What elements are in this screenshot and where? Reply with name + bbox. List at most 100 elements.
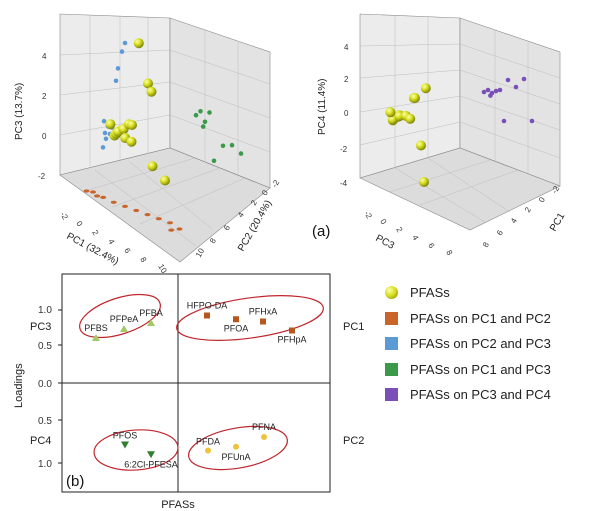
wall-point-pc1-pc3 <box>207 110 212 115</box>
wall-point-pc3-pc4 <box>488 93 493 98</box>
wall-point-pc2-pc3 <box>113 78 119 84</box>
loading-point-label: PFOA <box>224 323 249 333</box>
floor-point-pc1-pc2 <box>176 227 183 231</box>
loading-point-label: 6:2Cl-PFESA <box>124 459 178 469</box>
pfas-sphere <box>420 83 431 94</box>
z-tick-left: 4 <box>42 52 47 61</box>
loadings-axis-label: Loadings <box>13 363 25 408</box>
loading-point-label: PFHpA <box>277 335 306 345</box>
legend-label: PFASs on PC3 and PC4 <box>410 387 551 403</box>
right3d-marks <box>385 76 535 187</box>
side-grid-left <box>169 30 271 175</box>
legend-swatch <box>385 311 398 325</box>
pfas-sphere <box>133 38 144 49</box>
z-axis-label-right: PC4 (11.4%) <box>317 78 328 135</box>
row-label-pc3: PC3 <box>30 321 51 333</box>
loading-point <box>289 327 295 334</box>
y-axis-label-right: PC3 <box>374 233 397 252</box>
left3d-marks <box>83 38 244 232</box>
legend-item: PFASs on PC3 and PC4 <box>385 382 551 408</box>
pfas-sphere <box>416 140 426 151</box>
loading-point <box>205 447 211 454</box>
wall-point-pc1-pc3 <box>193 112 199 118</box>
floor-point-pc1-pc2 <box>100 195 107 199</box>
floor-point-pc1-pc2 <box>110 200 117 204</box>
wall-point-pc2-pc3 <box>103 136 109 142</box>
wall-point-pc2-pc3 <box>100 145 106 150</box>
loading-point-label: HFPO-DA <box>187 301 228 311</box>
z-tick-right: -4 <box>340 179 348 188</box>
floor-point-pc1-pc2 <box>83 189 90 193</box>
ytick-bottom: 0.5 <box>38 416 52 427</box>
x-tick-right: -2 <box>550 184 562 195</box>
z-tick-right: 2 <box>344 75 349 84</box>
wall-point-pc3-pc4 <box>501 118 507 124</box>
pfas-sphere <box>127 120 137 130</box>
wall-point-pc3-pc4 <box>529 118 535 124</box>
loading-point <box>147 451 155 459</box>
z-tick-left: 0 <box>42 132 47 141</box>
y-tick-right: 6 <box>426 242 436 251</box>
wall-point-pc1-pc3 <box>220 143 226 149</box>
floor-grid-right <box>389 157 519 223</box>
wall-point-pc2-pc3 <box>122 40 128 46</box>
cluster-ellipse <box>188 425 288 471</box>
side-label-pc1: PC1 <box>343 321 364 333</box>
legend-label: PFASs on PC1 and PC2 <box>410 310 551 326</box>
legend-item: PFASs <box>385 280 551 306</box>
wall-point-pc1-pc3 <box>211 158 217 164</box>
x-tick-left: -2 <box>58 211 70 222</box>
floor-point-pc1-pc2 <box>167 221 173 225</box>
loading-point <box>260 318 266 325</box>
pfas-sphere <box>143 78 153 89</box>
y-tick-right: 4 <box>410 234 420 243</box>
y-tick-left: 6 <box>222 223 232 232</box>
wall-point-pc1-pc3 <box>202 119 208 125</box>
floor-point-pc1-pc2 <box>144 213 151 217</box>
pfas-sphere <box>410 93 420 103</box>
x-tick-left: 10 <box>156 263 169 276</box>
wall-point-pc3-pc4 <box>505 77 511 83</box>
loading-point-label: PFBA <box>139 308 163 318</box>
loading-point-label: PFNA <box>252 422 276 432</box>
loading-point-label: PFDA <box>196 437 220 447</box>
floor-point-pc1-pc2 <box>133 208 140 213</box>
y-tick-left: 0 <box>260 188 270 197</box>
x-tick-right: 4 <box>509 216 519 225</box>
legend-item: PFASs on PC2 and PC3 <box>385 331 551 357</box>
wall-point-pc2-pc3 <box>119 49 125 54</box>
loading-point <box>147 319 155 326</box>
ytick-center: 0.0 <box>38 379 52 390</box>
x-tick-right: 2 <box>523 205 533 214</box>
x-tick-right: 8 <box>481 240 491 249</box>
y-tick-right: 8 <box>444 249 454 258</box>
floor-point-pc1-pc2 <box>122 204 128 208</box>
loading-point-label: PFUnA <box>221 452 250 462</box>
ytick-top: 0.5 <box>38 341 52 352</box>
x-axis-label-right: PC1 <box>548 211 567 234</box>
pfas-sphere <box>147 161 158 172</box>
z-tick-right: -2 <box>340 145 348 154</box>
panel-label-b: (b) <box>66 473 84 490</box>
legend-swatch <box>385 337 398 351</box>
pfas-sphere <box>160 175 170 186</box>
loading-point-label: PFBS <box>84 323 108 333</box>
loading-point <box>233 443 239 450</box>
loading-point-label: PFHxA <box>249 307 278 317</box>
ytick-bottom: 1.0 <box>38 459 52 470</box>
wall-point-pc2-pc3 <box>102 130 108 136</box>
legend-swatch <box>385 362 398 376</box>
pfas-sphere <box>126 136 137 147</box>
cluster-ellipse <box>79 293 161 339</box>
loadings-plot: 1.0 0.5 0.0 0.5 1.0 PC3 PC4 Loadings PC1… <box>13 273 364 511</box>
y-tick-right: 0 <box>378 218 388 227</box>
pfas-sphere <box>419 177 429 187</box>
y-tick-left: -2 <box>270 178 282 189</box>
x-tick-left: 4 <box>106 238 116 247</box>
side-label-pc2: PC2 <box>343 435 364 447</box>
floor-left <box>59 147 271 263</box>
wall-point-pc3-pc4 <box>521 76 527 82</box>
x-tick-left: 2 <box>90 229 100 238</box>
wall-point-pc3-pc4 <box>493 88 499 94</box>
